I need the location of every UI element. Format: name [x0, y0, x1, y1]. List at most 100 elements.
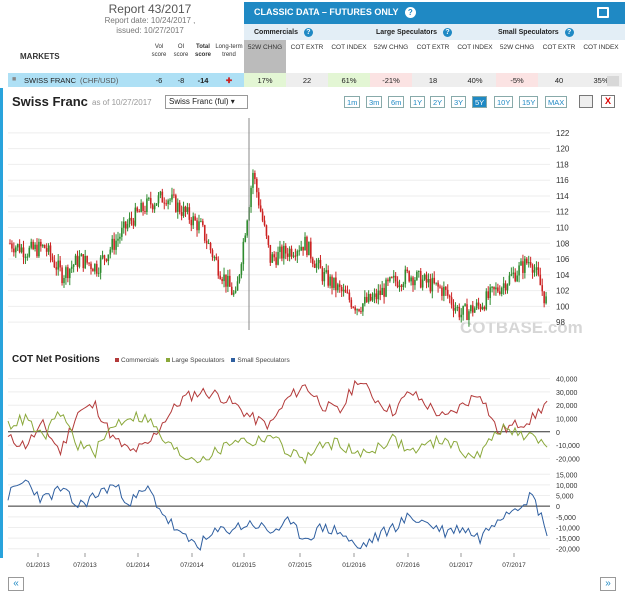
- timeframe-button-6m[interactable]: 6m: [388, 96, 405, 108]
- candle-body: [329, 276, 331, 286]
- total-score: -14: [197, 76, 209, 85]
- legend-commercials: Commercials: [121, 357, 159, 364]
- candle-body: [99, 257, 102, 273]
- timeframe-button-2y[interactable]: 2Y: [430, 96, 446, 108]
- candle-body: [518, 265, 520, 276]
- candle-body: [466, 304, 468, 321]
- candle-body: [400, 285, 403, 287]
- candle-body: [514, 272, 517, 282]
- candle-body: [173, 194, 175, 196]
- column-header[interactable]: COT INDEX: [331, 44, 367, 51]
- help-icon[interactable]: ?: [404, 7, 416, 18]
- candle-body: [103, 255, 106, 259]
- column-header[interactable]: 52W CHNG: [244, 40, 286, 73]
- column-header[interactable]: COT EXTR: [542, 44, 576, 51]
- candle-body: [468, 311, 470, 321]
- cot-tick-label: -10,000: [556, 443, 580, 450]
- market-select[interactable]: Swiss Franc (ful) ▾: [165, 95, 248, 109]
- candle-body: [408, 271, 410, 282]
- close-button[interactable]: X: [601, 95, 615, 108]
- column-header[interactable]: 52W CHNG: [499, 44, 535, 51]
- next-button[interactable]: »: [600, 577, 616, 591]
- candle-body: [516, 275, 518, 282]
- timeframe-button-15y[interactable]: 15Y: [519, 96, 539, 108]
- candle-body: [180, 212, 183, 216]
- column-header[interactable]: COT INDEX: [583, 44, 619, 51]
- print-button[interactable]: [579, 95, 593, 108]
- candle-body: [13, 248, 15, 253]
- column-header[interactable]: COT INDEX: [457, 44, 493, 51]
- price-tick-label: 116: [556, 176, 569, 185]
- small-spec-tick-label: -15,000: [556, 536, 580, 543]
- timeframe-button-3y[interactable]: 3Y: [451, 96, 467, 108]
- candle-body: [362, 303, 364, 312]
- price-tick-label: 104: [556, 271, 570, 280]
- column-header[interactable]: 52W CHNG: [373, 44, 409, 51]
- candle-body: [72, 264, 75, 267]
- candle-body: [219, 275, 221, 280]
- price-tick-label: 120: [556, 145, 570, 154]
- candle-body: [510, 274, 513, 276]
- print-icon[interactable]: [597, 7, 609, 18]
- candle-body: [275, 257, 277, 265]
- candle-body: [473, 308, 476, 313]
- candle-body: [537, 267, 540, 275]
- candle-body: [321, 268, 324, 282]
- timeframe-button-1y[interactable]: 1Y: [410, 96, 426, 108]
- candle-body: [67, 267, 69, 279]
- x-tick-label: 01/2013: [26, 562, 50, 569]
- candle-body: [317, 260, 320, 264]
- column-header[interactable]: COT EXTR: [416, 44, 450, 51]
- markets-label: MARKETS: [20, 52, 60, 61]
- candle-body: [367, 293, 370, 302]
- candle-body: [34, 244, 36, 250]
- column-header[interactable]: COT EXTR: [290, 44, 324, 51]
- candle-body: [186, 207, 189, 213]
- candle-body: [209, 243, 212, 251]
- candle-body: [498, 291, 501, 294]
- timeframe-button-1m[interactable]: 1m: [344, 96, 361, 108]
- help-icon[interactable]: ?: [564, 28, 574, 37]
- candle-body: [394, 275, 397, 282]
- help-icon[interactable]: ?: [443, 28, 453, 37]
- candle-body: [205, 240, 208, 244]
- candle-body: [163, 202, 166, 204]
- candle-body: [151, 204, 154, 210]
- candle-body: [153, 205, 156, 210]
- timeframe-button-3m[interactable]: 3m: [366, 96, 383, 108]
- candle-body: [418, 270, 420, 272]
- candle-body: [277, 252, 279, 265]
- candle-body: [217, 259, 220, 276]
- timeframe-button-5y[interactable]: 5Y: [472, 96, 488, 108]
- candle-body: [435, 282, 437, 284]
- candle-body: [313, 263, 316, 268]
- timeframe-button-10y[interactable]: 10Y: [494, 96, 514, 108]
- candle-body: [304, 236, 306, 251]
- timeframe-button-max[interactable]: MAX: [545, 96, 568, 108]
- legend-large-spec: Large Speculators: [171, 357, 225, 364]
- candle-body: [178, 202, 181, 213]
- prev-button[interactable]: «: [8, 577, 24, 591]
- chevron-down-icon[interactable]: [607, 76, 619, 86]
- candle-body: [90, 263, 92, 269]
- candle-body: [421, 279, 424, 288]
- candle-body: [389, 277, 391, 282]
- candle-body: [441, 287, 443, 296]
- price-tick-label: 98: [556, 318, 565, 327]
- candle-body: [298, 250, 301, 252]
- candle-body: [456, 306, 459, 309]
- candle-body: [45, 248, 48, 252]
- candle-body: [259, 205, 262, 212]
- help-icon[interactable]: ?: [303, 28, 313, 37]
- candle-body: [252, 172, 254, 188]
- candle-body: [121, 227, 123, 237]
- candle-body: [444, 286, 447, 290]
- candle-body: [24, 256, 27, 258]
- candle-body: [119, 236, 121, 239]
- candle-body: [22, 247, 25, 258]
- candle-body: [78, 256, 81, 267]
- x-tick-label: 07/2016: [396, 562, 420, 569]
- watermark: COTBASE.com: [460, 318, 583, 337]
- candle-body: [404, 269, 407, 285]
- candle-body: [522, 261, 524, 273]
